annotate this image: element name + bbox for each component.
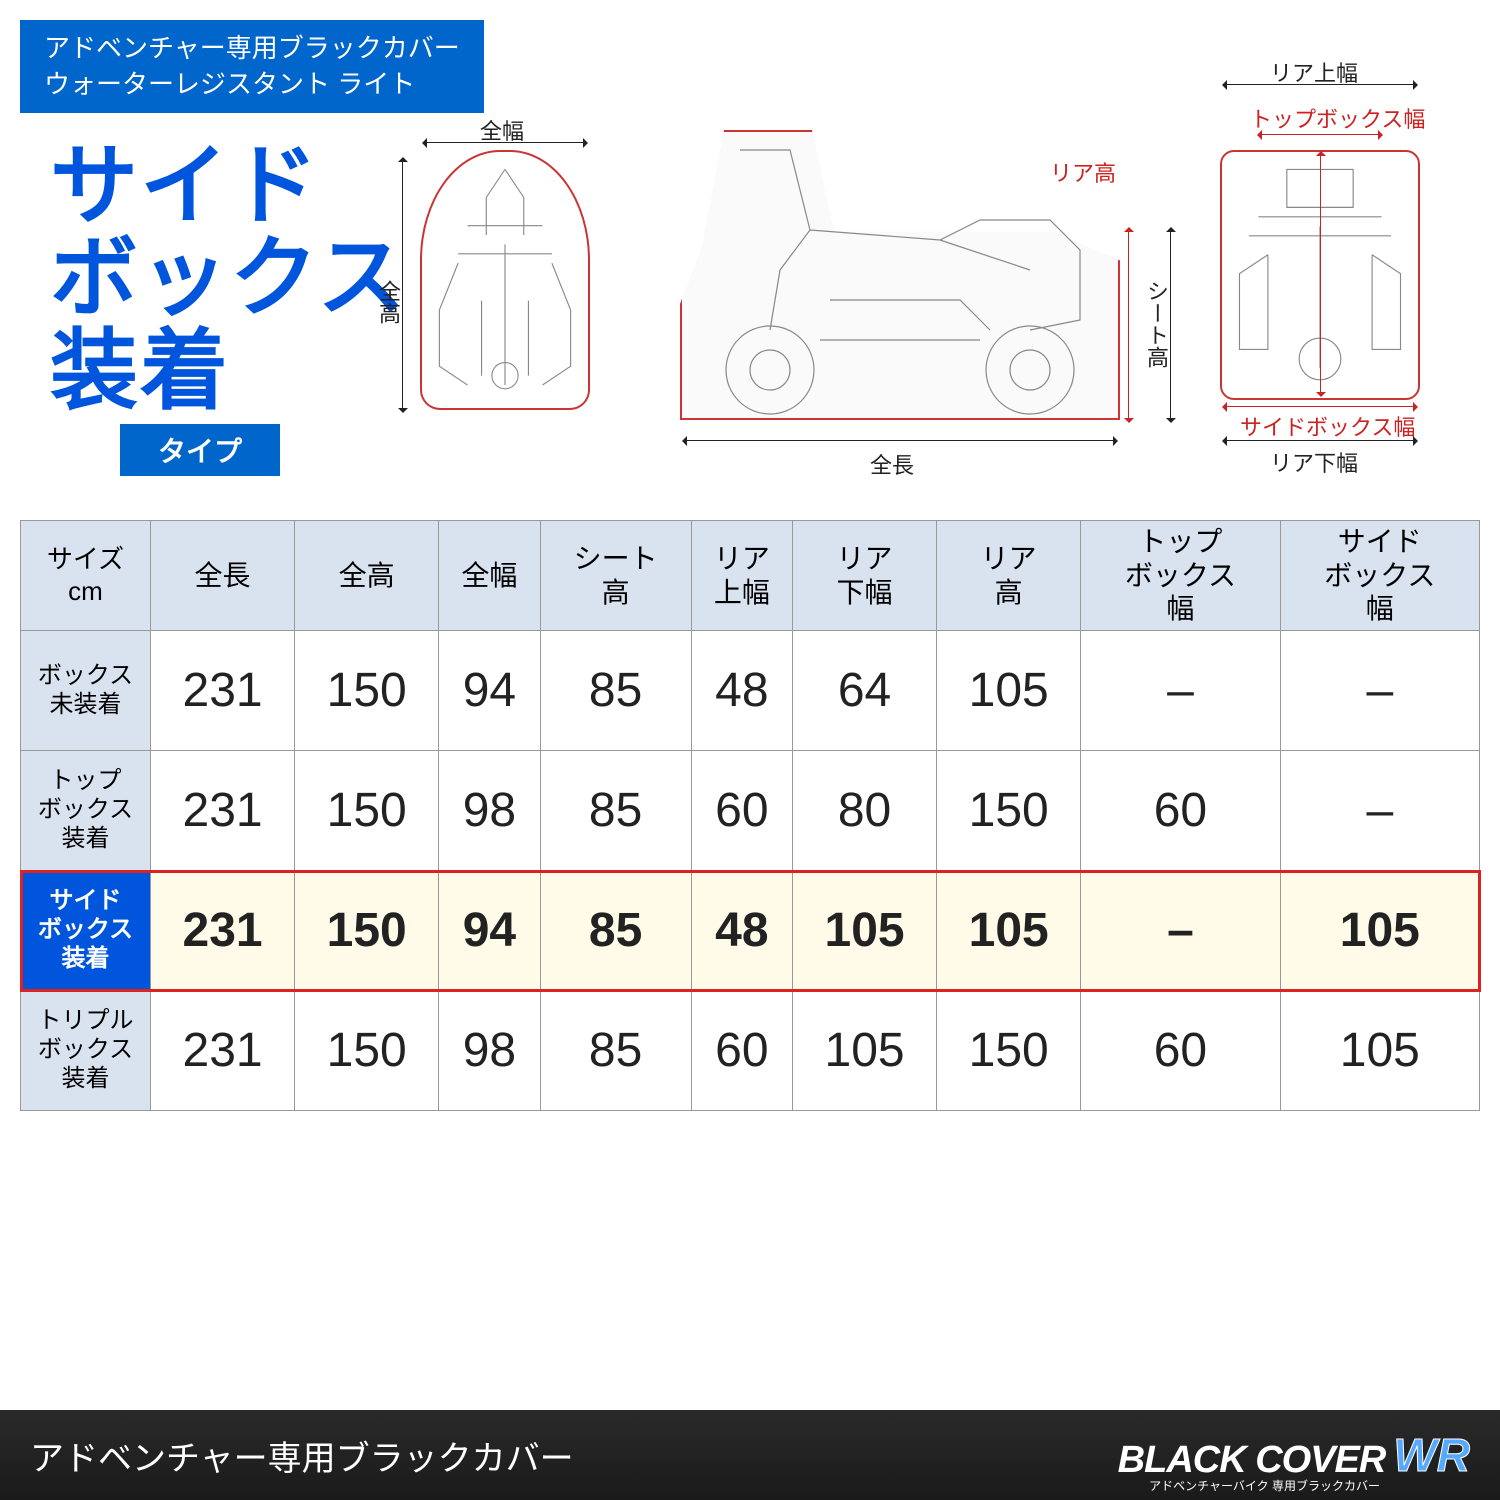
table-row-header: サイドボックス装着 xyxy=(21,871,151,991)
main-title: サイド ボックス 装着 xyxy=(50,140,407,417)
table-cell: 231 xyxy=(151,751,295,871)
dim-arrow xyxy=(1320,154,1321,394)
dim-label-rear-height: リア高 xyxy=(1050,156,1116,188)
type-label: タイプ xyxy=(120,424,280,476)
table-cell: 98 xyxy=(439,991,540,1111)
table-cell: 94 xyxy=(439,871,540,991)
diagram-area: 全幅 全高 リア高 シート高 全長 リア上幅 トップボックス幅 xyxy=(370,80,1470,480)
dim-arrow xyxy=(685,440,1115,441)
table-cell: 150 xyxy=(295,991,439,1111)
table-row: サイドボックス装着231150948548105105–105 xyxy=(21,871,1480,991)
table-row-header: トリプルボックス装着 xyxy=(21,991,151,1111)
table-cell: 60 xyxy=(691,991,792,1111)
table-col-header: リア高 xyxy=(937,521,1081,631)
table-row: ボックス未装着23115094854864105–– xyxy=(21,631,1480,751)
table-cell: 85 xyxy=(540,991,691,1111)
table-cell: 60 xyxy=(691,751,792,871)
table-cell: 48 xyxy=(691,871,792,991)
dim-label-seat-height: シート高 xyxy=(1140,280,1172,368)
table-cell: 150 xyxy=(295,871,439,991)
footer-bar: アドベンチャー専用ブラックカバー BLACK COVER WR アドベンチャーバ… xyxy=(0,1410,1500,1500)
dim-label-sidebox-width: サイドボックス幅 xyxy=(1240,410,1415,442)
diagram-rear-view: リア上幅 トップボックス幅 サイドボックス幅 リア下幅 xyxy=(1180,80,1460,480)
table-cell: 105 xyxy=(793,991,937,1111)
table-cell: 150 xyxy=(295,751,439,871)
table-cell: 60 xyxy=(1081,991,1280,1111)
table-cell: 98 xyxy=(439,751,540,871)
dim-arrow xyxy=(1128,230,1129,420)
table-col-header: シート高 xyxy=(540,521,691,631)
table-cell: 85 xyxy=(540,751,691,871)
table-row: トップボックス装着2311509885608015060– xyxy=(21,751,1480,871)
table-col-header: リア上幅 xyxy=(691,521,792,631)
dim-arrow xyxy=(1225,406,1415,407)
table-cell: 94 xyxy=(439,631,540,751)
dim-label-rear-bottom-width: リア下幅 xyxy=(1270,446,1358,478)
title-line2: ボックス xyxy=(50,232,407,324)
dim-arrow xyxy=(1225,440,1415,441)
table-cell: 105 xyxy=(793,871,937,991)
table-cell: – xyxy=(1081,631,1280,751)
table-col-header: リア下幅 xyxy=(793,521,937,631)
size-table: サイズcm全長全高全幅シート高リア上幅リア下幅リア高トップボックス幅サイドボック… xyxy=(20,520,1480,1111)
table-cell: 105 xyxy=(1280,991,1479,1111)
table-cell: – xyxy=(1280,631,1479,751)
table-cell: 150 xyxy=(295,631,439,751)
table-cell: 231 xyxy=(151,871,295,991)
table-cell: – xyxy=(1081,871,1280,991)
dim-label-topbox-width: トップボックス幅 xyxy=(1250,102,1425,134)
table-col-header: 全高 xyxy=(295,521,439,631)
table-col-header: トップボックス幅 xyxy=(1081,521,1280,631)
table-cell: 150 xyxy=(937,991,1081,1111)
table-cell: 231 xyxy=(151,631,295,751)
table-cell: 64 xyxy=(793,631,937,751)
dim-arrow xyxy=(402,160,403,410)
table-body: ボックス未装着23115094854864105––トップボックス装着23115… xyxy=(21,631,1480,1111)
header-line1: アドベンチャー専用ブラックカバー xyxy=(44,30,460,66)
table-header-row: サイズcm全長全高全幅シート高リア上幅リア下幅リア高トップボックス幅サイドボック… xyxy=(21,521,1480,631)
table-cell: 231 xyxy=(151,991,295,1111)
table-row-header: トップボックス装着 xyxy=(21,751,151,871)
title-line3: 装着 xyxy=(50,325,407,417)
table-cell: 105 xyxy=(937,631,1081,751)
table-col-header: 全幅 xyxy=(439,521,540,631)
table-cell: 150 xyxy=(937,751,1081,871)
brand-logo: BLACK COVER WR xyxy=(1118,1428,1470,1482)
diagram-side-view: リア高 シート高 全長 xyxy=(650,110,1150,470)
dim-label-length: 全長 xyxy=(870,448,914,480)
title-line1: サイド xyxy=(50,140,407,232)
table-col-header: 全長 xyxy=(151,521,295,631)
dim-arrow xyxy=(1170,230,1171,420)
bike-front-sketch-icon xyxy=(430,160,580,394)
table-cell: 85 xyxy=(540,871,691,991)
dim-arrow xyxy=(1225,84,1415,85)
table-cell: 48 xyxy=(691,631,792,751)
table-cell: – xyxy=(1280,751,1479,871)
table-cell: 105 xyxy=(1280,871,1479,991)
bike-front-outline xyxy=(420,150,590,410)
footer-title: アドベンチャー専用ブラックカバー xyxy=(30,1431,574,1480)
table-cell: 60 xyxy=(1081,751,1280,871)
dim-arrow xyxy=(425,142,585,143)
table-cell: 80 xyxy=(793,751,937,871)
dim-label-height: 全高 xyxy=(372,280,404,324)
table-cell: 105 xyxy=(937,871,1081,991)
table-row-header: ボックス未装着 xyxy=(21,631,151,751)
brand-main-text: BLACK COVER xyxy=(1118,1439,1386,1482)
table-row: トリプルボックス装着23115098856010515060105 xyxy=(21,991,1480,1111)
diagram-front-view: 全幅 全高 xyxy=(380,120,630,440)
table-col-header: サイドボックス幅 xyxy=(1280,521,1479,631)
table-cell: 85 xyxy=(540,631,691,751)
dim-arrow xyxy=(1260,134,1380,135)
brand-wr-text: WR xyxy=(1393,1428,1470,1482)
brand-sub-text: アドベンチャーバイク 専用ブラックカバー xyxy=(1149,1477,1380,1494)
table-col-header: サイズcm xyxy=(21,521,151,631)
